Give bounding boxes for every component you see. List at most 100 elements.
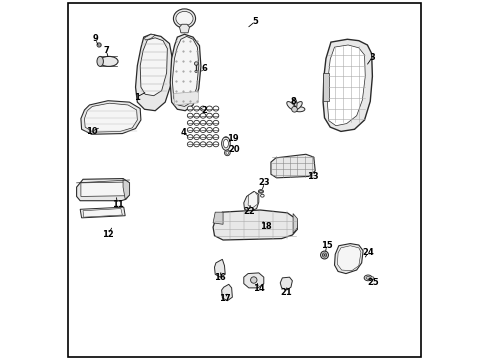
Polygon shape [173,91,198,105]
Ellipse shape [193,127,199,132]
Ellipse shape [200,120,205,125]
Text: 21: 21 [280,288,291,297]
Ellipse shape [187,127,193,132]
Polygon shape [270,154,315,178]
Ellipse shape [193,135,199,140]
Ellipse shape [365,276,369,279]
Ellipse shape [200,142,205,147]
Ellipse shape [213,120,218,125]
Polygon shape [292,213,297,234]
Ellipse shape [213,113,218,118]
Text: 19: 19 [227,134,239,143]
Ellipse shape [193,113,199,118]
Polygon shape [140,38,167,96]
Text: 23: 23 [258,178,270,187]
Ellipse shape [200,106,205,111]
Text: 22: 22 [243,207,254,216]
Text: 17: 17 [219,294,230,303]
Text: 20: 20 [227,145,239,154]
Polygon shape [135,34,172,111]
Text: 7: 7 [103,46,109,55]
Polygon shape [83,208,122,217]
Ellipse shape [206,135,212,140]
Polygon shape [213,212,223,224]
Ellipse shape [99,57,118,66]
Text: 14: 14 [252,284,264,293]
Ellipse shape [194,62,198,65]
Polygon shape [80,207,125,218]
Ellipse shape [291,107,297,112]
Polygon shape [370,276,373,280]
Ellipse shape [294,107,304,112]
Polygon shape [179,24,189,33]
Polygon shape [280,277,292,290]
Ellipse shape [97,57,103,66]
Text: 13: 13 [306,172,318,181]
Text: 15: 15 [320,241,332,250]
Polygon shape [323,73,328,102]
Ellipse shape [260,194,264,197]
Ellipse shape [206,127,212,132]
Ellipse shape [213,127,218,132]
Ellipse shape [187,106,193,111]
Ellipse shape [259,190,262,193]
Ellipse shape [221,137,230,150]
Ellipse shape [194,70,197,72]
Text: 4: 4 [181,129,186,138]
Text: 11: 11 [112,200,123,209]
Ellipse shape [176,12,193,26]
Polygon shape [244,192,258,211]
Ellipse shape [97,43,101,47]
Polygon shape [213,210,297,240]
Text: 6: 6 [201,64,207,73]
Polygon shape [81,182,127,197]
Ellipse shape [293,102,302,110]
Ellipse shape [206,142,212,147]
Polygon shape [123,179,129,199]
Polygon shape [247,192,257,208]
Polygon shape [170,34,201,111]
Ellipse shape [98,44,100,46]
Ellipse shape [187,113,193,118]
Polygon shape [244,273,263,288]
Text: 8: 8 [290,97,296,106]
Ellipse shape [250,277,257,283]
Polygon shape [81,101,141,134]
Ellipse shape [206,106,212,111]
Text: 12: 12 [102,230,114,239]
Polygon shape [337,246,360,271]
Text: 3: 3 [369,53,374,62]
Ellipse shape [258,190,263,193]
Ellipse shape [187,120,193,125]
Text: 2: 2 [201,106,207,115]
Ellipse shape [193,142,199,147]
Polygon shape [221,284,232,301]
Ellipse shape [200,127,205,132]
Ellipse shape [224,150,230,156]
Ellipse shape [193,120,199,125]
Text: 16: 16 [213,273,225,282]
Ellipse shape [213,106,218,111]
Text: 10: 10 [85,127,97,136]
Ellipse shape [322,253,326,257]
Ellipse shape [206,113,212,118]
Polygon shape [214,259,225,277]
Polygon shape [172,36,198,107]
Polygon shape [326,45,365,126]
Ellipse shape [193,106,199,111]
Text: 24: 24 [362,248,373,257]
Ellipse shape [225,152,228,154]
Ellipse shape [200,135,205,140]
Ellipse shape [291,99,296,110]
Text: 25: 25 [366,278,378,287]
Ellipse shape [200,113,205,118]
Text: 18: 18 [260,222,271,231]
Ellipse shape [187,142,193,147]
Ellipse shape [323,254,325,256]
Text: 9: 9 [92,35,98,44]
Ellipse shape [213,135,218,140]
Polygon shape [334,244,363,274]
Polygon shape [84,103,137,132]
Ellipse shape [286,102,295,110]
Ellipse shape [187,135,193,140]
